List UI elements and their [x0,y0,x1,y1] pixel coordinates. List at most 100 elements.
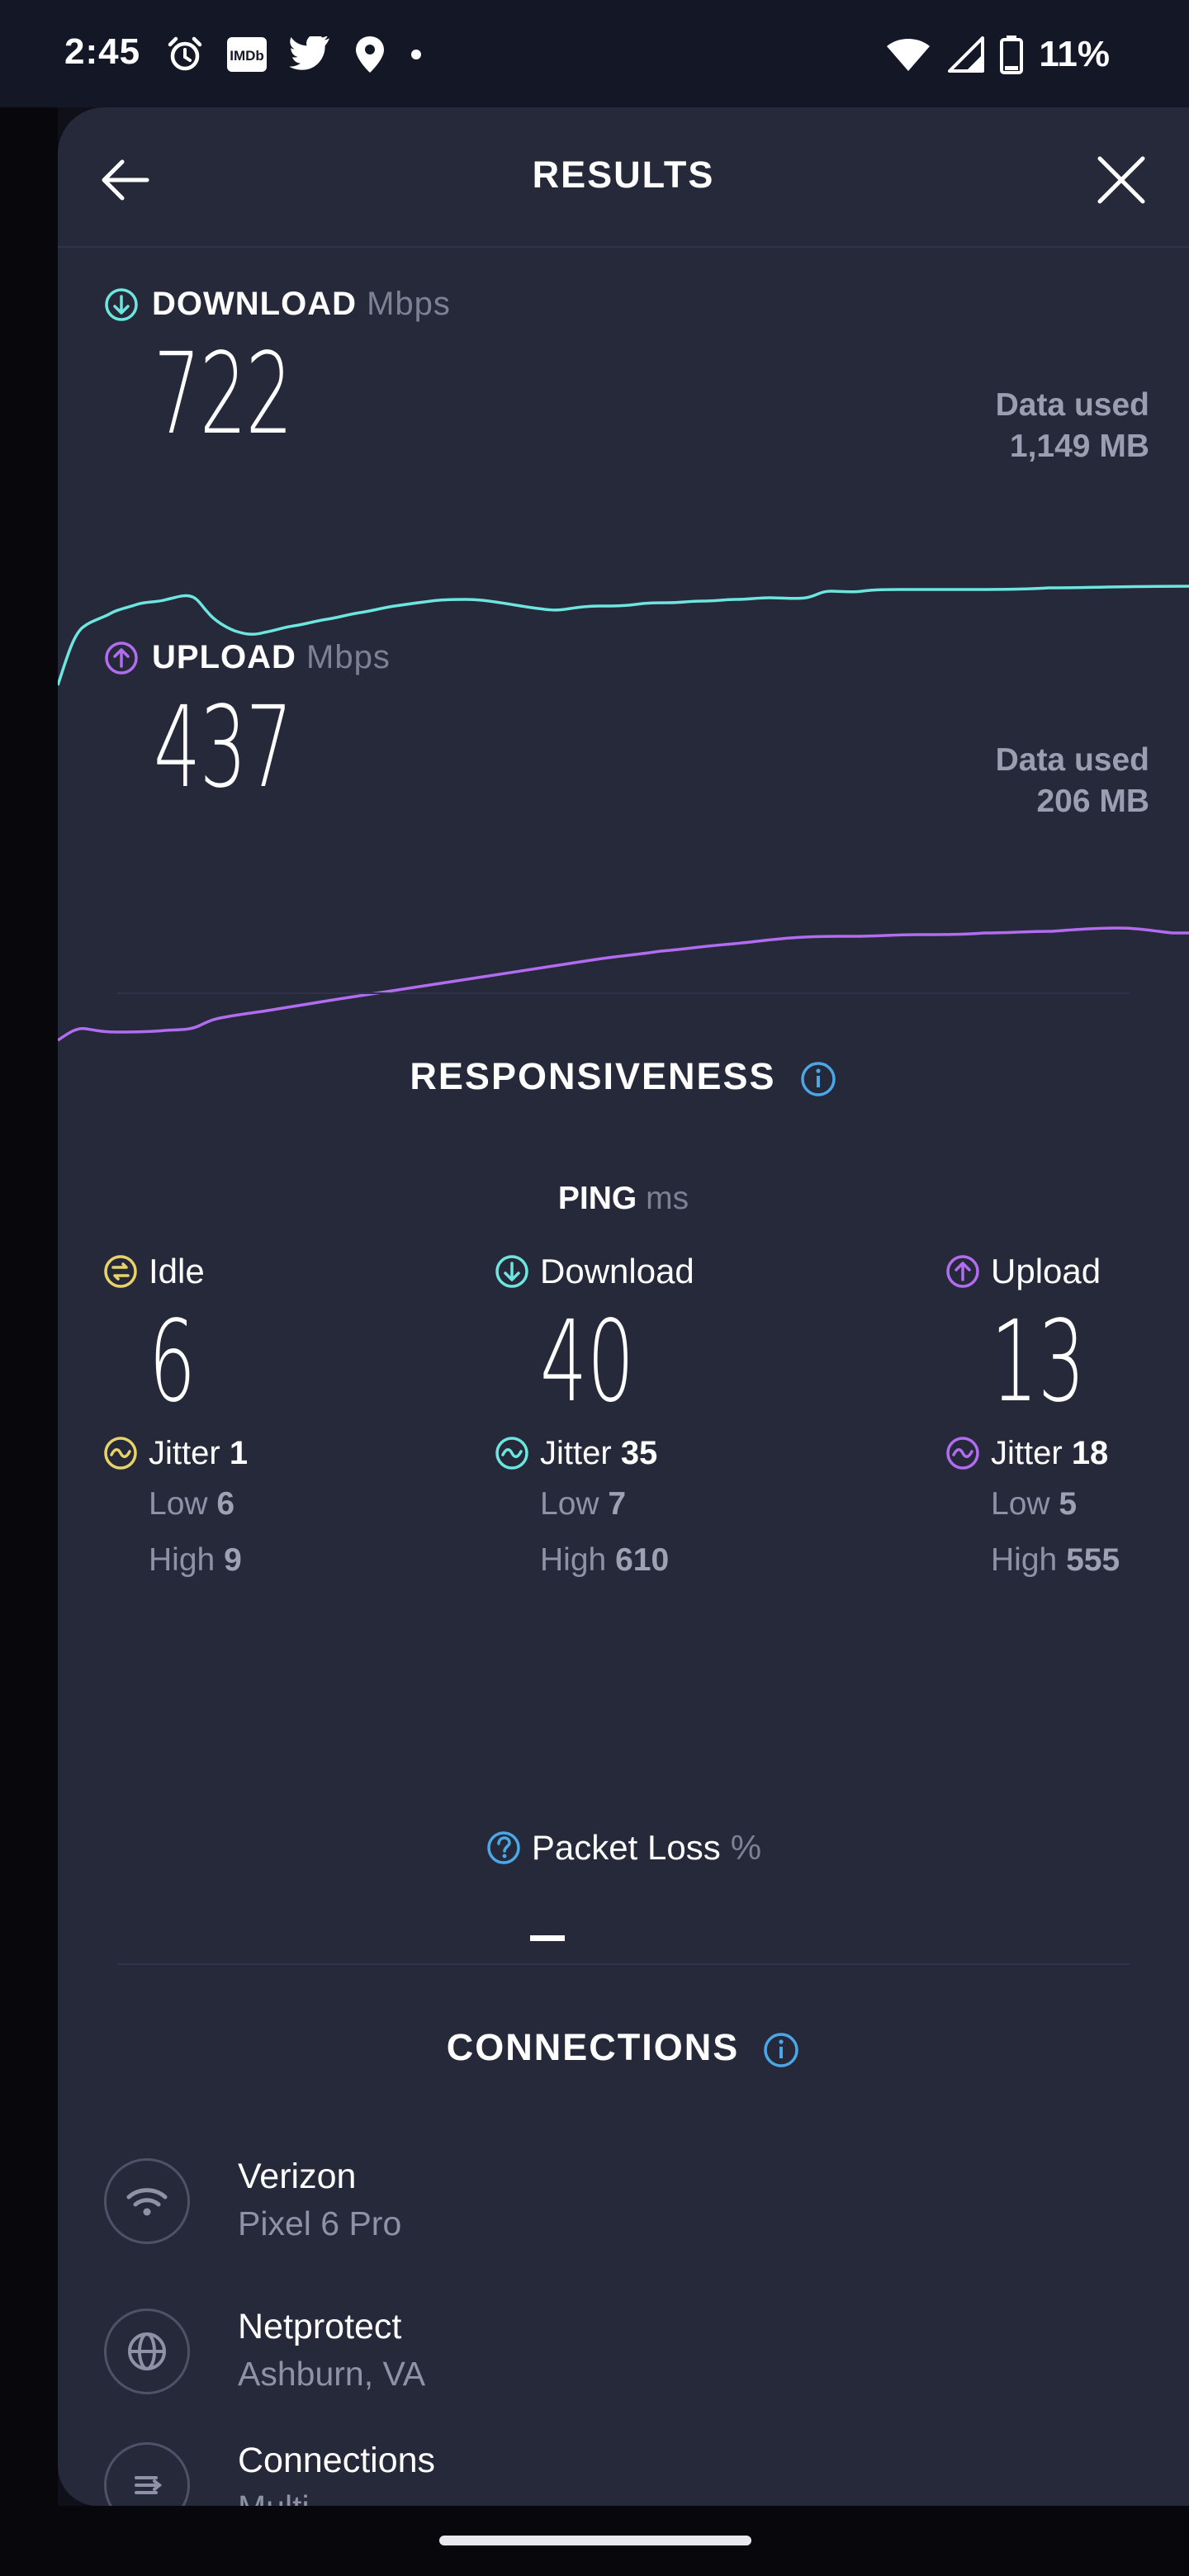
jitter-label: Jitter [149,1434,220,1471]
upload-data-used-value: 206 MB [1036,784,1149,819]
location-icon [356,36,384,73]
ping-download-jitter: Jitter 35 [494,1430,791,1476]
ping-unit: ms [646,1181,689,1216]
responsiveness-title: RESPONSIVENESS [410,1055,776,1097]
connection-name: Netprotect [238,2307,402,2346]
ping-idle-low: Low 6 [149,1476,400,1532]
ping-label: PING [557,1181,637,1216]
packet-loss-value-dash [530,1935,565,1941]
ping-idle-jitter: Jitter 1 [102,1430,400,1476]
low-value: 5 [1059,1486,1078,1522]
navigation-bar [0,2506,1189,2576]
results-header: RESULTS [58,107,1189,248]
download-arrow-icon [105,287,138,321]
upload-speed-graph [58,926,1189,1042]
globe-icon [104,2308,190,2394]
low-value: 7 [608,1486,627,1522]
download-label: DOWNLOAD Mbps [104,286,451,323]
ping-upload-jitter: Jitter 18 [945,1430,1189,1476]
battery-icon [1000,36,1024,74]
section-divider [117,1963,1130,1965]
ping-upload-column: Upload 13 Jitter 18 Low 5 High 555 [945,1248,1189,1589]
jitter-value: 18 [1071,1434,1109,1471]
close-icon[interactable] [1090,149,1153,211]
jitter-label: Jitter [991,1434,1063,1471]
connection-carrier[interactable]: Verizon Pixel 6 Pro [104,2150,1136,2257]
low-label: Low [540,1486,599,1522]
results-sheet: RESULTS DOWNLOAD Mbps 722 Data used 1,14… [58,107,1189,2506]
download-data-used: Data used 1,149 MB [996,385,1149,467]
back-arrow-icon[interactable] [94,149,157,211]
connection-detail: Pixel 6 Pro [238,2204,402,2242]
high-label: High [540,1542,607,1578]
ping-upload-label: Upload [991,1252,1101,1290]
upload-speed: 437 [154,683,293,813]
home-gesture-handle[interactable] [439,2536,751,2545]
connection-detail: Multi [238,2488,310,2506]
upload-data-used-label: Data used [995,742,1149,778]
background-app-edge [0,107,58,2506]
alarm-icon [168,36,202,71]
connection-mode[interactable]: Connections Multi [104,2434,1136,2506]
download-title: DOWNLOAD [152,286,357,322]
status-time: 2:45 [64,31,141,72]
wifi-icon [104,2158,190,2244]
high-value: 555 [1066,1542,1120,1578]
packet-loss-label: Packet Loss% [58,1828,1189,1868]
wifi-icon [887,39,931,71]
connections-title: CONNECTIONS [446,2026,740,2068]
low-label: Low [149,1486,208,1522]
ping-download-value: 40 [540,1297,635,1428]
upload-title: UPLOAD [152,639,296,675]
dot-icon [411,50,421,59]
jitter-value: 35 [620,1434,658,1471]
upload-label: UPLOAD Mbps [104,639,391,676]
download-data-used-label: Data used [995,387,1149,423]
page-title: RESULTS [532,154,715,196]
help-icon[interactable] [486,1830,522,1866]
connection-detail: Ashburn, VA [238,2355,426,2393]
ping-download-header: Download [494,1248,791,1295]
ping-upload-high: High 555 [991,1532,1189,1589]
ping-download-label: Download [540,1252,694,1290]
upload-data-used: Data used 206 MB [996,740,1149,822]
high-label: High [991,1542,1058,1578]
download-arrow-icon [495,1255,528,1288]
multi-connection-icon [104,2442,190,2506]
signal-icon [948,36,985,73]
jitter-icon [495,1437,528,1470]
download-speed-graph [58,585,1189,686]
imdb-icon: IMDb [227,37,267,72]
connection-name: Connections [238,2441,436,2480]
section-divider [117,992,1130,994]
high-value: 610 [615,1542,670,1578]
packet-loss-unit: % [730,1828,762,1867]
download-data-used-value: 1,149 MB [1009,429,1149,464]
ping-download-high: High 610 [540,1532,791,1589]
info-icon[interactable] [762,2031,800,2069]
high-value: 9 [224,1542,242,1578]
jitter-label: Jitter [540,1434,612,1471]
jitter-value: 1 [229,1434,249,1471]
info-icon[interactable] [799,1060,837,1098]
twitter-icon [289,36,330,70]
idle-icon [104,1255,137,1288]
ping-download-low: Low 7 [540,1476,791,1532]
notification-icons: IMDb [165,31,424,78]
ping-idle-label: Idle [149,1252,205,1290]
responsiveness-heading: RESPONSIVENESS [58,1055,1189,1098]
low-value: 6 [216,1486,235,1522]
connections-heading: CONNECTIONS [58,2026,1189,2069]
ping-upload-value: 13 [991,1297,1086,1428]
ping-heading: PING ms [58,1181,1189,1217]
upload-arrow-icon [946,1255,979,1288]
ping-idle-value: 6 [149,1297,197,1428]
ping-idle-column: Idle 6 Jitter 1 Low 6 High 9 [102,1248,400,1589]
high-label: High [149,1542,216,1578]
download-speed: 722 [154,329,293,460]
ping-upload-low: Low 5 [991,1476,1189,1532]
packet-loss-title: Packet Loss [531,1828,721,1867]
ping-upload-header: Upload [945,1248,1189,1295]
status-bar: 2:45 IMDb 11% [0,0,1189,107]
connection-server[interactable]: Netprotect Ashburn, VA [104,2300,1136,2408]
